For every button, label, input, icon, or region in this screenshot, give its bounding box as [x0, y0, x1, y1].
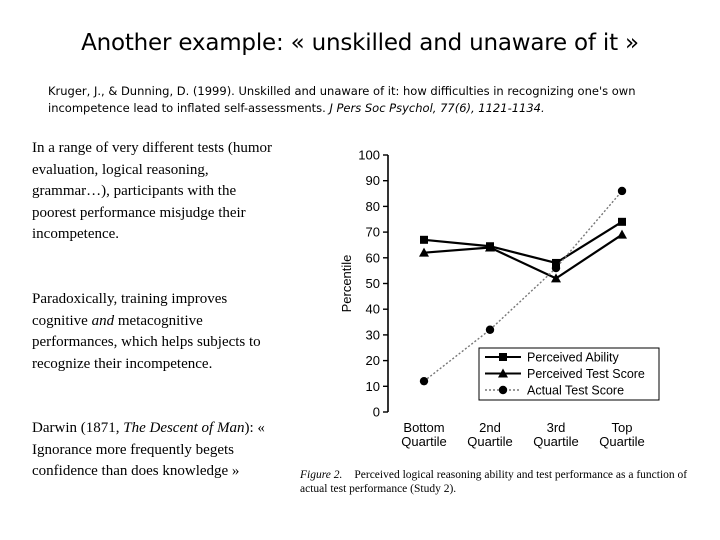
data-point: [617, 229, 627, 239]
legend: Perceived Ability Perceived Test Score Act…: [478, 347, 660, 401]
x-tick-label-line: 2nd: [479, 420, 501, 435]
legend-swatch-marker: [499, 353, 507, 361]
paragraph-training: Paradoxically, training improves cogniti…: [32, 289, 282, 375]
y-tick-label: 60: [366, 250, 380, 265]
y-tick-label: 100: [358, 148, 380, 163]
data-point: [485, 242, 495, 252]
figure-label: Figure 2.: [300, 469, 343, 481]
series-perceived-test-score: [419, 229, 627, 283]
p2-emphasis: and: [91, 312, 115, 329]
series-layer: [419, 186, 627, 386]
series-line: [423, 190, 623, 382]
data-point: [618, 217, 626, 226]
data-point: [485, 325, 495, 334]
data-point: [552, 258, 560, 267]
x-tick-label-line: Quartile: [467, 434, 513, 449]
legend-label: Actual Test Score: [527, 384, 624, 398]
x-tick-label-line: Quartile: [401, 434, 447, 449]
y-tick-label: 80: [366, 199, 380, 214]
y-tick-label: 40: [366, 302, 380, 317]
p3-text-a: Darwin (1871,: [32, 420, 124, 436]
series-perceived-ability: [420, 217, 626, 267]
x-tick-label-line: 3rd: [547, 420, 566, 435]
legend-swatch-marker: [498, 368, 508, 378]
x-tick-label-line: Bottom: [403, 420, 444, 435]
slide-title: Another example: « unskilled and unaware…: [81, 30, 639, 56]
y-tick-label: 10: [366, 379, 380, 394]
legend-swatch-marker: [498, 385, 508, 395]
y-tick-label: 70: [366, 225, 380, 240]
legend-label: Perceived Ability: [527, 351, 619, 365]
citation: Kruger, J., & Dunning, D. (1999). Unskil…: [48, 83, 698, 117]
x-tick-label-line: Quartile: [599, 434, 645, 449]
legend-label: Perceived Test Score: [527, 367, 645, 381]
p2-text-a: Paradoxically, training improves cogniti…: [32, 291, 228, 329]
figure-caption: Figure 2. Perceived logical reasoning abi…: [300, 468, 700, 496]
y-tick-label: 20: [366, 353, 380, 368]
paragraph-darwin-quote: Darwin (1871, The Descent of Man): « Ign…: [32, 418, 282, 483]
x-tick-label: Bottom Quartile: [401, 420, 447, 449]
x-tick-label: 2nd Quartile: [467, 420, 513, 449]
x-tick-label: Top Quartile: [599, 420, 645, 449]
y-tick-label: 50: [366, 276, 380, 291]
p2-text-b: metacognitive performances, which helps …: [32, 312, 261, 372]
series-line: [423, 220, 623, 265]
series-line: [423, 233, 623, 280]
series-actual-test-score: [419, 186, 627, 386]
y-tick-label: 90: [366, 173, 380, 188]
figure-caption-text: Perceived logical reasoning ability and …: [300, 469, 688, 495]
y-tick-label: 30: [366, 327, 380, 342]
p3-text-b: ): « Ignorance more frequently begets co…: [32, 420, 265, 479]
data-point: [419, 247, 429, 257]
y-tick-label: 0: [373, 405, 380, 420]
citation-main: Kruger, J., & Dunning, D. (1999). Unskil…: [48, 84, 636, 115]
p3-book-title: The Descent of Man: [123, 420, 245, 436]
y-axis-title: Percentile: [339, 255, 354, 313]
x-tick-label: 3rd Quartile: [533, 420, 579, 449]
data-point: [551, 263, 561, 273]
data-point: [420, 235, 428, 244]
data-point: [617, 186, 627, 196]
y-axis: 0 10 20 30 40 50 60 70 80 90 100 Percentile: [339, 148, 389, 420]
x-tick-label-line: Top: [612, 420, 633, 435]
data-point: [551, 273, 561, 283]
citation-journal: J Pers Soc Psychol, 77(6), 1121-1134.: [329, 101, 545, 115]
paragraph-poor-performance: In a range of very different tests (humo…: [32, 140, 273, 242]
x-tick-label-line: Quartile: [533, 434, 579, 449]
data-point: [419, 376, 429, 386]
